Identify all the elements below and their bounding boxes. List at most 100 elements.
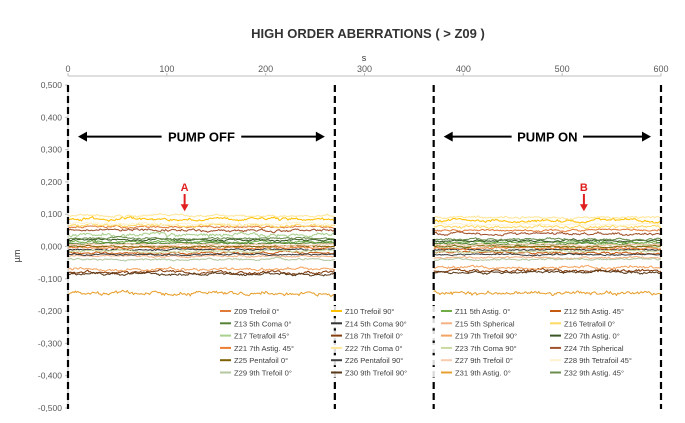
series-line — [67, 252, 336, 257]
legend-label: Z26 Pentafoil 90° — [345, 356, 403, 365]
legend-item-background — [219, 330, 329, 341]
series-line — [433, 228, 662, 233]
legend-item-background — [440, 342, 550, 353]
series-line — [433, 246, 662, 251]
series-line — [433, 249, 662, 254]
series-line — [67, 241, 335, 245]
series-line — [67, 242, 335, 248]
legend-item: Z23 7th Coma 90° — [440, 342, 550, 353]
legend-item-background — [219, 306, 329, 316]
legend-label: Z24 7th Spherical — [564, 344, 624, 353]
series-line — [67, 256, 336, 262]
legend-item: Z15 5th Spherical — [440, 318, 550, 329]
legend-item: Z30 9th Trefoil 90° — [330, 367, 440, 378]
legend-item-background — [440, 355, 550, 366]
x-tick-label: 0 — [65, 64, 70, 74]
legend-item: Z11 5th Astig. 0° — [440, 306, 550, 316]
y-tick-label: 0,100 — [41, 209, 63, 219]
x-tick-label: 300 — [357, 64, 372, 74]
legend-label: Z23 7th Coma 90° — [455, 344, 517, 353]
arrow-head — [443, 131, 453, 142]
series-line — [433, 257, 662, 262]
legend: Z09 Trefoil 0° Z10 Trefoil 90° Z11 5th Ast… — [219, 306, 659, 378]
arrow-head — [78, 131, 87, 142]
plot-lines — [67, 213, 662, 298]
series-line — [67, 271, 336, 277]
legend-label: Z14 5th Coma 90° — [345, 319, 407, 328]
legend-item-background — [549, 330, 659, 341]
legend-item-background — [219, 367, 329, 378]
legend-label: Z10 Trefoil 90° — [345, 307, 394, 316]
y-tick-label: -0,200 — [38, 306, 62, 316]
legend-item-background — [219, 342, 329, 353]
legend-item-background — [549, 318, 659, 329]
series-line — [433, 223, 662, 230]
y-tick-label: 0,300 — [41, 145, 63, 155]
legend-item-background — [330, 318, 440, 329]
legend-item-background — [440, 306, 550, 316]
legend-item-background — [219, 318, 329, 329]
series-line — [67, 221, 335, 227]
arrow-head — [642, 131, 651, 142]
legend-item: Z32 9th Astig. 45° — [549, 367, 659, 378]
region-label: PUMP ON — [517, 130, 577, 145]
x-tick-label: 100 — [159, 64, 174, 74]
legend-label: Z21 7th Astig. 45° — [234, 344, 294, 353]
series-line — [433, 222, 662, 227]
legend-item: Z20 7th Astig. 0° — [549, 330, 659, 341]
legend-item: Z18 7th Trefoil 0° — [330, 330, 440, 341]
y-tick-label: 0,400 — [41, 112, 63, 122]
legend-item: Z29 9th Trefoil 0° — [219, 367, 329, 378]
legend-item-background — [549, 367, 659, 378]
series-line — [67, 231, 336, 239]
legend-item: Z17 Tetrafoil 45° — [219, 330, 329, 341]
legend-item-background — [330, 306, 440, 316]
legend-label: Z11 5th Astig. 0° — [455, 307, 510, 316]
legend-item: Z31 9th Astig. 0° — [440, 367, 550, 378]
legend-item: Z14 5th Coma 90° — [330, 318, 440, 329]
legend-label: Z29 9th Trefoil 0° — [234, 369, 292, 378]
x-axis-label: s — [362, 53, 367, 63]
legend-item-background — [549, 306, 659, 316]
series-line — [67, 289, 336, 298]
point-marker-arrowhead — [180, 204, 189, 212]
legend-item: Z27 9th Trefoil 0° — [440, 355, 550, 366]
legend-item-background — [330, 355, 440, 366]
series-line — [433, 248, 662, 252]
legend-label: Z27 9th Trefoil 0° — [455, 356, 513, 365]
legend-label: Z32 9th Astig. 45° — [564, 369, 624, 378]
y-tick-label: -0,400 — [38, 371, 62, 381]
series-line — [433, 217, 662, 224]
axes: 0 100 200 300 400 500 600 0,500 0,400 0,300 0,200 0… — [38, 64, 669, 413]
y-tick-label: 0,000 — [41, 242, 63, 252]
legend-item-background — [549, 355, 659, 366]
legend-label: Z19 7th Trefoil 90° — [455, 332, 517, 341]
legend-item-background — [440, 367, 550, 378]
x-tick-label: 500 — [555, 64, 570, 74]
arrow-head — [315, 131, 325, 142]
series-line — [433, 231, 662, 237]
legend-item: Z13 5th Coma 0° — [219, 318, 329, 329]
series-line — [433, 290, 662, 297]
legend-label: Z13 5th Coma 0° — [234, 319, 292, 328]
legend-item-background — [330, 342, 440, 353]
series-line — [67, 254, 336, 259]
legend-label: Z17 Tetrafoil 45° — [234, 332, 289, 341]
annotations: PUMP OFF PUMP ON A B — [66, 85, 663, 409]
legend-item: Z16 Tetrafoil 0° — [549, 318, 659, 329]
legend-item: Z24 7th Spherical — [549, 342, 659, 353]
chart-title: HIGH ORDER ABERRATIONS ( > Z09 ) — [251, 26, 485, 41]
legend-label: Z18 7th Trefoil 0° — [345, 332, 403, 341]
y-tick-label: -0,500 — [38, 403, 62, 413]
series-line — [67, 216, 336, 222]
y-axis-label: µm — [12, 250, 22, 263]
series-line — [67, 228, 336, 234]
series-line — [68, 247, 336, 252]
legend-item-background — [440, 330, 550, 341]
series-line — [67, 248, 335, 254]
legend-item: Z10 Trefoil 90° — [330, 306, 440, 316]
legend-item-background — [440, 318, 550, 329]
legend-item: Z26 Pentafoil 90° — [330, 355, 440, 366]
legend-label: Z28 9th Tetrafoil 45° — [564, 356, 632, 365]
